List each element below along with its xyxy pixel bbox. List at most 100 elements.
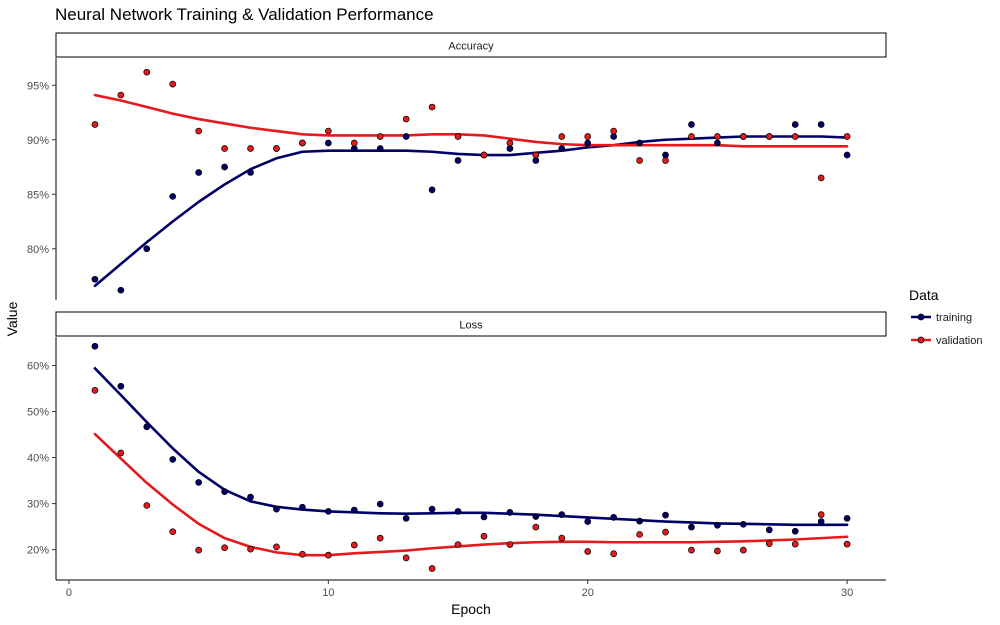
point-validation-loss xyxy=(817,511,825,519)
point-training-loss xyxy=(739,520,747,528)
point-validation-loss xyxy=(324,551,332,559)
point-training-loss xyxy=(195,479,203,486)
y-ticks-loss: 20% 30% 40% 50% 60% xyxy=(27,361,56,557)
point-training-accuracy xyxy=(221,163,228,171)
point-validation-accuracy xyxy=(662,157,669,164)
point-training-loss xyxy=(584,518,592,525)
point-validation-loss xyxy=(532,523,540,531)
panel-loss: Loss 20% 30% 40% 50% 60% 0 10 20 30 xyxy=(27,311,887,599)
point-validation-accuracy xyxy=(532,151,540,159)
x-ticks: 0 10 20 30 xyxy=(66,580,853,599)
point-validation-accuracy xyxy=(428,103,436,111)
x-tick-label: 10 xyxy=(322,587,334,599)
point-training-loss xyxy=(402,514,410,522)
legend-key-point-training xyxy=(917,313,925,321)
point-validation-accuracy xyxy=(195,127,203,135)
point-validation-loss xyxy=(739,546,747,554)
point-validation-accuracy xyxy=(843,133,851,140)
point-validation-accuracy xyxy=(376,133,384,140)
smooth-line-validation-loss xyxy=(93,432,849,557)
point-training-accuracy xyxy=(91,275,99,283)
point-training-loss xyxy=(636,517,643,525)
legend-key-point-validation xyxy=(917,336,925,344)
point-validation-accuracy xyxy=(688,133,695,140)
point-validation-accuracy xyxy=(480,151,488,159)
strip-loss xyxy=(55,311,887,337)
point-validation-loss xyxy=(714,547,721,555)
point-validation-accuracy xyxy=(636,157,643,164)
point-training-accuracy xyxy=(454,157,462,164)
smooth-line-validation-accuracy xyxy=(93,93,849,148)
y-tick-label: 95% xyxy=(27,80,49,92)
y-tick-label: 50% xyxy=(27,407,49,419)
point-training-loss xyxy=(714,521,721,529)
point-validation-loss xyxy=(843,540,851,548)
point-validation-accuracy xyxy=(791,133,799,140)
point-training-accuracy xyxy=(688,121,695,128)
panel-accuracy: Accuracy 80% 85% 90% 95% xyxy=(27,32,887,300)
point-training-accuracy xyxy=(791,121,799,128)
points-loss xyxy=(91,342,851,572)
y-tick-label: 60% xyxy=(27,361,49,373)
point-validation-accuracy xyxy=(402,115,410,123)
point-validation-accuracy xyxy=(143,68,151,76)
point-training-loss xyxy=(817,518,825,525)
point-validation-loss xyxy=(506,541,514,548)
point-training-accuracy xyxy=(610,133,618,140)
legend-title: Data xyxy=(909,287,939,303)
point-validation-loss xyxy=(195,546,203,554)
point-training-loss xyxy=(791,527,799,535)
point-validation-loss xyxy=(688,546,695,554)
point-training-accuracy xyxy=(195,169,203,176)
y-tick-label: 90% xyxy=(27,135,49,147)
smooth-lines-loss xyxy=(93,367,849,557)
chart-title: Neural Network Training & Validation Per… xyxy=(55,5,434,24)
point-validation-loss xyxy=(480,532,488,540)
x-tick-label: 20 xyxy=(582,587,594,599)
point-validation-loss xyxy=(247,545,254,553)
y-tick-label: 30% xyxy=(27,499,49,511)
point-validation-accuracy xyxy=(273,145,280,152)
point-training-loss xyxy=(376,500,384,508)
point-training-accuracy xyxy=(714,139,721,147)
point-training-loss xyxy=(765,526,773,534)
y-tick-label: 20% xyxy=(27,545,49,557)
y-axis-title: Value xyxy=(4,301,20,336)
strip-accuracy xyxy=(55,32,887,58)
point-validation-loss xyxy=(610,550,618,558)
y-ticks-accuracy: 80% 85% 90% 95% xyxy=(27,80,56,256)
x-tick-label: 30 xyxy=(841,587,853,599)
legend-label-validation: validation xyxy=(936,335,982,347)
point-validation-accuracy xyxy=(91,121,99,128)
point-training-loss xyxy=(558,511,566,519)
point-validation-accuracy xyxy=(221,145,228,152)
point-validation-loss xyxy=(584,548,592,555)
point-validation-loss xyxy=(454,541,462,548)
point-training-loss xyxy=(273,505,280,513)
point-training-accuracy xyxy=(558,145,566,152)
point-training-loss xyxy=(169,456,177,463)
y-tick-label: 40% xyxy=(27,453,49,465)
point-validation-loss xyxy=(91,387,99,394)
point-validation-accuracy xyxy=(169,80,177,88)
point-training-loss xyxy=(299,503,306,511)
strip-label-accuracy: Accuracy xyxy=(448,41,494,53)
strip-label-loss: Loss xyxy=(459,320,483,332)
point-validation-loss xyxy=(143,502,151,509)
point-validation-loss xyxy=(221,544,228,552)
point-validation-accuracy xyxy=(817,174,825,182)
point-training-loss xyxy=(454,508,462,515)
point-training-loss xyxy=(143,423,151,431)
point-training-loss xyxy=(532,513,540,520)
legend: Data training validation xyxy=(909,287,982,347)
smooth-line-training-accuracy xyxy=(93,135,849,288)
point-training-accuracy xyxy=(117,286,125,294)
point-training-loss xyxy=(91,342,99,350)
point-training-loss xyxy=(662,511,669,519)
point-training-loss xyxy=(247,493,254,501)
point-training-loss xyxy=(506,508,514,516)
legend-item-training: training xyxy=(911,312,972,324)
point-validation-accuracy xyxy=(558,133,566,140)
legend-label-training: training xyxy=(936,312,972,324)
